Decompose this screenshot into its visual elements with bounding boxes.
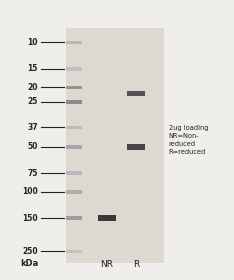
Bar bbox=[98, 215, 116, 221]
Text: kDa: kDa bbox=[20, 259, 38, 268]
Bar bbox=[128, 91, 145, 96]
Bar bbox=[65, 100, 82, 104]
Text: 2ug loading
NR=Non-
reduced
R=reduced: 2ug loading NR=Non- reduced R=reduced bbox=[169, 125, 208, 155]
Bar bbox=[128, 144, 145, 150]
Text: 100: 100 bbox=[22, 187, 38, 196]
Text: 20: 20 bbox=[28, 83, 38, 92]
Text: 25: 25 bbox=[28, 97, 38, 106]
Text: 50: 50 bbox=[28, 143, 38, 151]
Text: 75: 75 bbox=[28, 169, 38, 178]
Bar bbox=[65, 249, 82, 253]
Text: 15: 15 bbox=[28, 64, 38, 73]
Text: NR: NR bbox=[100, 260, 113, 269]
Bar bbox=[65, 216, 82, 220]
Text: 250: 250 bbox=[22, 247, 38, 256]
Bar bbox=[65, 190, 82, 194]
Text: 10: 10 bbox=[28, 38, 38, 47]
Text: 150: 150 bbox=[22, 214, 38, 223]
Bar bbox=[65, 86, 82, 89]
Bar bbox=[65, 67, 82, 71]
Bar bbox=[65, 41, 82, 44]
Text: 37: 37 bbox=[27, 123, 38, 132]
Bar bbox=[65, 171, 82, 175]
Bar bbox=[65, 145, 82, 149]
Bar bbox=[65, 126, 82, 129]
Text: R: R bbox=[133, 260, 139, 269]
